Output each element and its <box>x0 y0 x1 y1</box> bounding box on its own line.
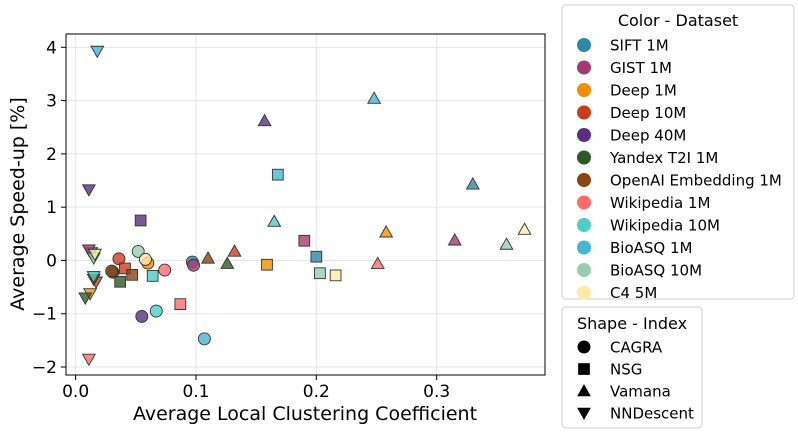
legend-label-bioasq-10m: BioASQ 10M <box>610 262 702 280</box>
legend-swatch-deep-10m <box>577 105 591 120</box>
legend-shape-frame <box>561 306 703 429</box>
point-sift-1m-nsg <box>310 250 323 263</box>
legend-label-deep-1m: Deep 1M <box>610 82 677 100</box>
point-bioasq-1m-vamana <box>367 91 382 104</box>
y-tick-label: 2 <box>46 145 57 165</box>
legend-swatch-yandex-t2i-1m <box>577 150 591 165</box>
point-deep-10m-nsg <box>119 262 131 275</box>
point-bioasq-10m-vamana <box>499 237 514 250</box>
point-openai-embedding-1m-vamana <box>200 251 216 264</box>
point-deep-40m-nsg <box>134 214 147 227</box>
legend-label-yandex-t2i-1m: Yandex T2I 1M <box>609 149 718 167</box>
grid-layer <box>66 34 545 375</box>
legend-label-bioasq-1m: BioASQ 1M <box>610 239 692 257</box>
legend-label-c4-5m: C4 5M <box>610 284 657 302</box>
point-gist-1m-nsg <box>298 234 311 247</box>
x-tick-label: 0.3 <box>423 382 450 402</box>
legend-swatch-openai-embedding-1m <box>577 173 591 187</box>
point-yandex-t2i-1m-nsg <box>114 275 127 288</box>
x-tick-label: 0.1 <box>182 382 209 402</box>
legend-shape-title: Shape - Index <box>577 314 687 333</box>
point-wikipedia-10m-nndescent <box>86 271 101 284</box>
point-sift-1m-vamana <box>465 177 480 190</box>
y-axis-label: Average Speed-up [%] <box>7 97 29 311</box>
legend-swatch-wikipedia-1m <box>577 195 591 210</box>
x-tick-label: 0.2 <box>303 382 330 402</box>
y-tick-label: 4 <box>46 38 57 58</box>
legend-label-gist-1m: GIST 1M <box>610 59 672 77</box>
plot-frame <box>65 33 546 376</box>
point-wikipedia-10m-cagra <box>149 304 163 318</box>
y-tick-label: −1 <box>32 305 57 325</box>
legend-swatch-gist-1m <box>577 60 591 75</box>
point-wikipedia-10m-vamana <box>267 214 282 227</box>
legend-swatch-sift-1m <box>577 38 591 52</box>
legend-swatch-deep-1m <box>577 83 591 97</box>
legend-label-sift-1m: SIFT 1M <box>610 37 669 55</box>
point-wikipedia-1m-vamana <box>370 256 385 269</box>
legend-label-deep-40m: Deep 40M <box>610 127 686 145</box>
legend-label-wikipedia-1m: Wikipedia 1M <box>610 194 710 212</box>
point-deep-10m-vamana <box>227 244 242 257</box>
y-tick-label: 3 <box>46 92 57 112</box>
point-c4-5m-nsg <box>329 269 342 282</box>
point-wikipedia-1m-cagra <box>158 263 172 277</box>
legend-swatch-deep-40m <box>577 128 591 142</box>
point-bioasq-1m-cagra <box>197 332 211 346</box>
point-yandex-t2i-1m-vamana <box>220 256 235 269</box>
legend-color-frame <box>561 4 795 300</box>
point-wikipedia-10m-nsg <box>146 270 159 282</box>
legend-label-deep-10m: Deep 10M <box>610 104 686 122</box>
point-openai-embedding-1m-cagra <box>105 264 119 278</box>
legend-label-nndescent: NNDescent <box>610 405 694 423</box>
x-tick-label: 0.0 <box>62 382 89 402</box>
legend-marker-cagra <box>577 340 591 354</box>
point-wikipedia-1m-nndescent <box>81 353 96 367</box>
legend-swatch-bioasq-1m <box>577 240 591 255</box>
point-deep-1m-vamana <box>379 224 394 238</box>
point-c4-5m-cagra <box>138 252 152 266</box>
point-bioasq-1m-nndescent <box>90 45 105 59</box>
point-c4-5m-nndescent <box>87 248 102 262</box>
point-openai-embedding-1m-nsg <box>126 268 139 281</box>
legend-label-cagra: CAGRA <box>610 339 663 357</box>
legend-marker-vamana <box>577 384 591 397</box>
point-deep-40m-cagra <box>135 309 149 323</box>
y-tick-label: 0 <box>46 251 57 271</box>
point-bioasq-10m-nsg <box>314 267 326 280</box>
legend-swatch-wikipedia-10m <box>577 218 591 232</box>
point-layer <box>78 45 532 367</box>
tick-layer: 0.0 0.1 0.2 0.3 −2 −1 0 1 2 3 4 <box>32 38 450 402</box>
point-wikipedia-1m-nsg <box>174 298 187 310</box>
y-tick-label: −2 <box>32 358 57 378</box>
point-c4-5m-vamana <box>517 222 532 235</box>
legend-label-wikipedia-10m: Wikipedia 10M <box>610 217 720 235</box>
legend-color-dataset: Color - Dataset SIFT 1M GIST 1M Deep 1M Dee… <box>561 4 795 302</box>
x-axis-label: Average Local Clustering Coefficient <box>133 403 477 425</box>
legend-marker-nndescent <box>577 407 591 420</box>
legend-color-title: Color - Dataset <box>618 11 738 30</box>
legend-label-openai-embedding-1m: OpenAI Embedding 1M <box>610 172 782 190</box>
legend-label-vamana: Vamana <box>610 383 671 401</box>
point-deep-40m-vamana <box>257 113 272 127</box>
point-deep-10m-cagra <box>112 252 126 266</box>
point-deep-1m-nsg <box>261 258 273 271</box>
legend-shape-index: Shape - Index CAGRA NSG Vamana NNDescent <box>561 306 703 429</box>
point-deep-40m-nndescent <box>81 184 96 197</box>
legend-swatch-c4-5m <box>577 285 591 300</box>
legend-label-nsg: NSG <box>610 361 642 379</box>
point-bioasq-10m-cagra <box>131 244 145 258</box>
point-yandex-t2i-1m-nndescent <box>78 292 93 305</box>
point-gist-1m-vamana <box>447 232 462 246</box>
legend-swatch-bioasq-10m <box>577 263 591 277</box>
legend-marker-nsg <box>578 363 590 375</box>
point-bioasq-1m-nsg <box>271 168 284 181</box>
point-gist-1m-cagra <box>187 258 201 272</box>
y-tick-label: 1 <box>46 198 57 218</box>
